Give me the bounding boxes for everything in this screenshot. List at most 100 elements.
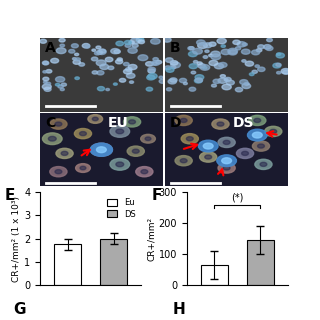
Circle shape: [151, 38, 160, 44]
Circle shape: [99, 49, 106, 53]
Circle shape: [92, 49, 96, 52]
Circle shape: [249, 73, 254, 76]
Circle shape: [44, 87, 51, 92]
Circle shape: [222, 158, 232, 164]
Circle shape: [242, 60, 246, 62]
Circle shape: [276, 71, 281, 74]
Circle shape: [195, 78, 203, 82]
Circle shape: [220, 75, 225, 78]
Circle shape: [217, 122, 224, 126]
Circle shape: [217, 38, 226, 44]
Circle shape: [166, 68, 174, 72]
Circle shape: [148, 69, 155, 73]
Circle shape: [240, 80, 248, 84]
Circle shape: [128, 48, 137, 53]
Circle shape: [265, 126, 282, 137]
Circle shape: [124, 69, 132, 74]
Circle shape: [270, 129, 277, 133]
Circle shape: [124, 62, 129, 66]
Circle shape: [204, 43, 212, 48]
Circle shape: [224, 78, 228, 81]
Circle shape: [97, 71, 104, 75]
Circle shape: [168, 79, 176, 84]
Circle shape: [189, 64, 197, 69]
Circle shape: [213, 79, 220, 84]
Circle shape: [226, 80, 234, 85]
Circle shape: [58, 85, 63, 88]
Circle shape: [105, 57, 113, 62]
Circle shape: [273, 63, 281, 68]
Circle shape: [252, 141, 269, 151]
Circle shape: [258, 67, 265, 71]
Text: H: H: [173, 301, 186, 316]
Circle shape: [92, 57, 98, 61]
Circle shape: [69, 49, 75, 53]
Circle shape: [236, 47, 241, 50]
Circle shape: [218, 137, 235, 148]
Circle shape: [211, 54, 220, 60]
Circle shape: [76, 58, 80, 61]
Circle shape: [152, 62, 157, 65]
Circle shape: [55, 84, 60, 86]
Circle shape: [85, 45, 90, 48]
Text: C: C: [45, 116, 55, 130]
Circle shape: [223, 140, 230, 144]
Circle shape: [171, 62, 180, 68]
Circle shape: [55, 122, 62, 126]
Bar: [201, 265, 228, 285]
Circle shape: [100, 64, 109, 69]
Circle shape: [180, 118, 187, 123]
Circle shape: [92, 71, 98, 74]
Circle shape: [166, 88, 172, 91]
Circle shape: [156, 60, 162, 64]
Circle shape: [203, 67, 207, 69]
Circle shape: [233, 40, 240, 44]
Circle shape: [74, 128, 92, 139]
Circle shape: [209, 42, 216, 46]
Circle shape: [138, 55, 148, 60]
Circle shape: [43, 61, 49, 65]
Circle shape: [170, 78, 177, 82]
Circle shape: [116, 129, 124, 134]
Circle shape: [94, 52, 100, 55]
Circle shape: [56, 148, 73, 158]
Circle shape: [43, 133, 62, 145]
Circle shape: [108, 66, 114, 70]
Circle shape: [189, 87, 196, 91]
Circle shape: [209, 54, 213, 57]
Circle shape: [114, 83, 117, 85]
Circle shape: [136, 37, 144, 42]
Circle shape: [145, 137, 151, 140]
Circle shape: [218, 78, 227, 83]
Circle shape: [92, 117, 98, 121]
Circle shape: [255, 65, 260, 68]
Circle shape: [245, 61, 254, 66]
Text: EU: EU: [108, 116, 128, 130]
Circle shape: [205, 155, 212, 159]
Circle shape: [252, 50, 260, 55]
Circle shape: [126, 68, 132, 71]
Circle shape: [254, 118, 261, 123]
Circle shape: [242, 84, 251, 89]
Circle shape: [82, 44, 90, 48]
Circle shape: [129, 41, 134, 44]
Circle shape: [43, 71, 47, 73]
Circle shape: [175, 115, 192, 125]
Circle shape: [60, 44, 65, 47]
Circle shape: [214, 63, 224, 69]
Bar: [247, 240, 274, 285]
Circle shape: [141, 170, 148, 174]
Circle shape: [106, 88, 109, 91]
Circle shape: [75, 77, 79, 80]
Circle shape: [79, 63, 84, 66]
Text: (*): (*): [231, 192, 244, 202]
Circle shape: [137, 38, 142, 41]
Circle shape: [116, 60, 123, 64]
Circle shape: [50, 119, 67, 129]
Circle shape: [43, 77, 49, 81]
Circle shape: [44, 81, 47, 84]
Circle shape: [96, 147, 106, 153]
Circle shape: [195, 78, 202, 83]
Circle shape: [124, 117, 141, 127]
Circle shape: [203, 56, 208, 58]
